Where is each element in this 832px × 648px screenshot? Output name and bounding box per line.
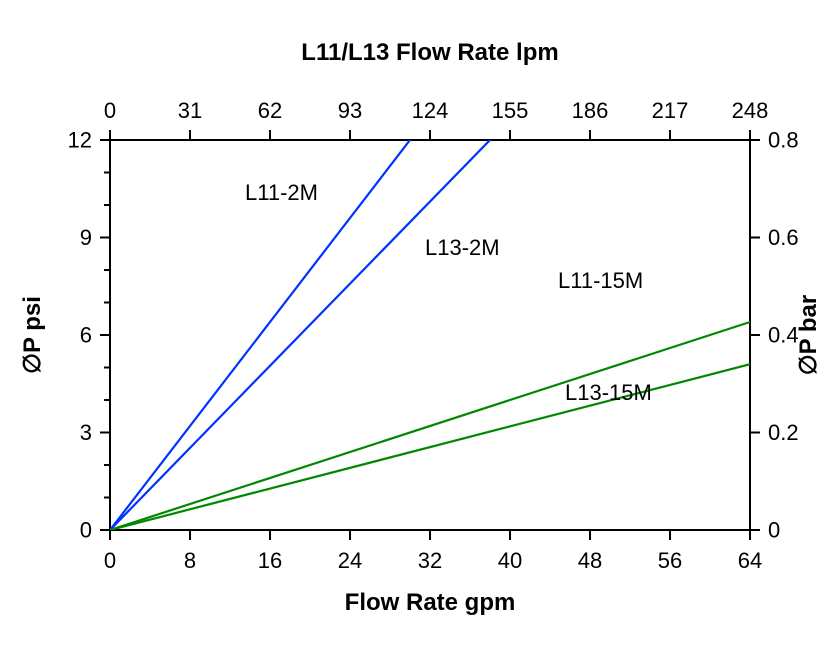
series-label-L11-2M: L11-2M [245, 180, 318, 205]
x-bottom-tick-label: 48 [578, 548, 602, 573]
x-bottom-tick-label: 40 [498, 548, 522, 573]
y-left-tick-label: 0 [80, 518, 92, 543]
y-right-tick-label: 0.6 [768, 225, 799, 250]
series-label-L13-15M: L13-15M [565, 380, 652, 405]
y-right-tick-label: 0.8 [768, 128, 799, 153]
y-left-tick-label: 12 [68, 128, 92, 153]
x-top-tick-label: 155 [492, 98, 529, 123]
x-bottom-tick-label: 16 [258, 548, 282, 573]
x-bottom-tick-label: 64 [738, 548, 762, 573]
y-right-tick-label: 0.4 [768, 323, 799, 348]
x-bottom-tick-label: 24 [338, 548, 362, 573]
x-top-tick-label: 62 [258, 98, 282, 123]
x-top-title: L11/L13 Flow Rate lpm [301, 39, 558, 66]
pressure-drop-chart: 0816243240485664Flow Rate gpm03162931241… [0, 0, 832, 648]
x-top-tick-label: 248 [732, 98, 769, 123]
x-top-tick-label: 217 [652, 98, 689, 123]
y-right-tick-label: 0 [768, 518, 780, 543]
series-label-L11-15M: L11-15M [558, 268, 643, 293]
x-top-tick-label: 31 [178, 98, 202, 123]
x-bottom-tick-label: 8 [184, 548, 196, 573]
y-left-tick-label: 9 [80, 225, 92, 250]
y-left-title: ∅P psi [19, 296, 46, 374]
x-top-tick-label: 186 [572, 98, 609, 123]
y-left-tick-label: 3 [80, 420, 92, 445]
y-right-tick-label: 0.2 [768, 420, 799, 445]
x-top-tick-label: 93 [338, 98, 362, 123]
x-bottom-title: Flow Rate gpm [345, 589, 516, 616]
y-right-title: ∅P bar [795, 295, 822, 376]
x-top-tick-label: 0 [104, 98, 116, 123]
chart-svg: 0816243240485664Flow Rate gpm03162931241… [0, 0, 832, 648]
x-bottom-tick-label: 0 [104, 548, 116, 573]
x-bottom-tick-label: 56 [658, 548, 682, 573]
x-top-tick-label: 124 [412, 98, 449, 123]
y-left-tick-label: 6 [80, 323, 92, 348]
series-label-L13-2M: L13-2M [425, 235, 500, 260]
x-bottom-tick-label: 32 [418, 548, 442, 573]
